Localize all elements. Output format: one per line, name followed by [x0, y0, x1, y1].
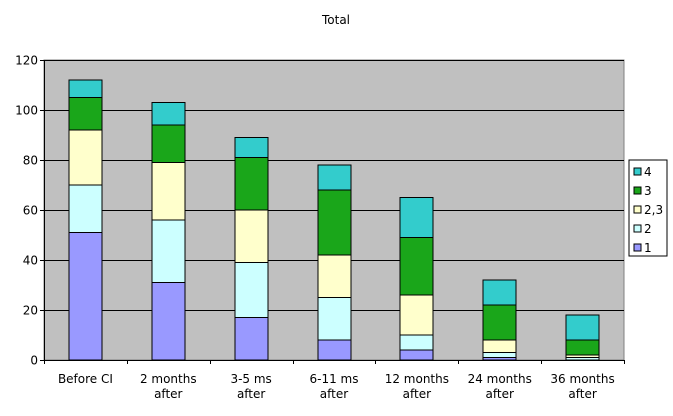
- bar-segment-2-5: [399, 334, 434, 351]
- bar-segment-4-6: [482, 279, 517, 306]
- bar-segment-2-6: [482, 352, 517, 358]
- x-tick-label: 6-11 ms after: [310, 372, 359, 401]
- y-tick-label: 80: [23, 154, 38, 168]
- bar-segment-1-2: [151, 282, 186, 361]
- x-tick-label: 12 months after: [385, 372, 449, 401]
- y-tick-label: 0: [30, 354, 38, 368]
- x-tick-label: 24 months after: [468, 372, 532, 401]
- y-tick-label: 60: [23, 204, 38, 218]
- y-tick-label: 20: [23, 304, 38, 318]
- bar-segment-2-3-3: [234, 209, 269, 263]
- bar-segment-2-3-6: [482, 339, 517, 353]
- bar-segment-2-3-4: [317, 254, 352, 298]
- chart-title: Total: [321, 13, 350, 27]
- x-tick-label: Before CI: [58, 372, 113, 386]
- bar-segment-2-1: [68, 184, 103, 233]
- x-tick-label: 36 months after: [550, 372, 614, 401]
- x-tick-label: 3-5 ms after: [230, 372, 271, 401]
- legend-label-1: 1: [644, 241, 652, 255]
- bar-segment-2-4: [317, 297, 352, 341]
- bar-segment-3-6: [482, 304, 517, 341]
- bar-segment-3-3: [234, 157, 269, 211]
- bar-segment-2-3-2: [151, 162, 186, 221]
- y-tick-label: 40: [23, 254, 38, 268]
- legend-swatch-1: [633, 243, 642, 252]
- bar-segment-1-3: [234, 317, 269, 361]
- bar-segment-3-5: [399, 237, 434, 296]
- bar-segment-4-5: [399, 197, 434, 238]
- bar-segment-2-3-5: [399, 294, 434, 336]
- y-tick-label: 100: [15, 104, 38, 118]
- x-tick-label: 2 months after: [140, 372, 197, 401]
- bar-segment-4-1: [68, 79, 103, 98]
- bar-segment-4-2: [151, 102, 186, 126]
- y-tick-label: 120: [15, 54, 38, 68]
- legend-label-2-3: 2,3: [644, 203, 663, 217]
- legend-swatch-2: [633, 224, 642, 233]
- plot-area: 0 20 40 60 80 100 120 Before CI 2 months after 3-5…: [15, 54, 625, 401]
- legend: 4 3 2,3 2 1: [628, 159, 668, 257]
- bar-segment-4-3: [234, 137, 269, 158]
- bar-segment-4-7: [565, 314, 600, 341]
- legend-swatch-2-3: [633, 205, 642, 214]
- bar-segment-1-1: [68, 232, 103, 361]
- legend-swatch-4: [633, 167, 642, 176]
- legend-label-2: 2: [644, 222, 652, 236]
- bar-segment-2-3: [234, 262, 269, 318]
- bar-segment-2-2: [151, 219, 186, 283]
- bar-segment-3-2: [151, 124, 186, 163]
- legend-label-3: 3: [644, 184, 652, 198]
- legend-label-4: 4: [644, 165, 652, 179]
- bar-segment-3-1: [68, 97, 103, 131]
- legend-swatch-3: [633, 186, 642, 195]
- bar-segment-3-4: [317, 189, 352, 256]
- bar-segment-3-7: [565, 339, 600, 356]
- bar-segment-1-5: [399, 349, 434, 361]
- bar-segment-2-3-1: [68, 129, 103, 186]
- bar-segment-1-4: [317, 339, 352, 361]
- bar-segment-4-4: [317, 164, 352, 191]
